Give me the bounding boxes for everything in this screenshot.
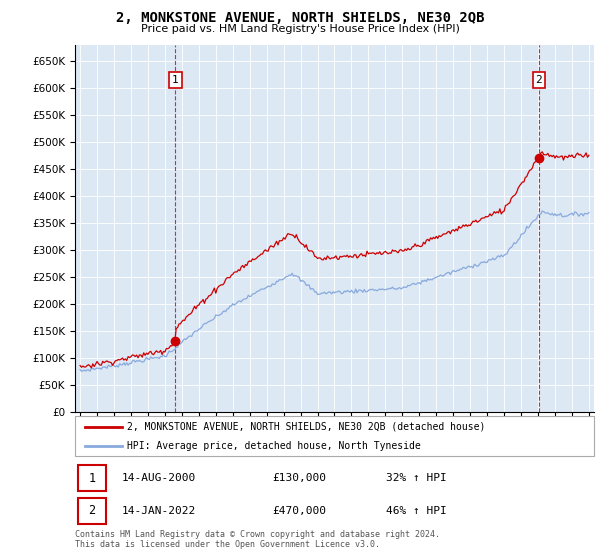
Text: 1: 1 xyxy=(172,75,179,85)
Text: HPI: Average price, detached house, North Tyneside: HPI: Average price, detached house, Nort… xyxy=(127,441,421,451)
Text: Contains HM Land Registry data © Crown copyright and database right 2024.
This d: Contains HM Land Registry data © Crown c… xyxy=(75,530,440,549)
Text: 2, MONKSTONE AVENUE, NORTH SHIELDS, NE30 2QB: 2, MONKSTONE AVENUE, NORTH SHIELDS, NE30… xyxy=(116,11,484,25)
Text: 2: 2 xyxy=(88,504,95,517)
Text: 2: 2 xyxy=(535,75,542,85)
Text: 1: 1 xyxy=(88,472,95,485)
Text: 32% ↑ HPI: 32% ↑ HPI xyxy=(386,473,447,483)
Bar xyxy=(77,498,106,524)
Text: £470,000: £470,000 xyxy=(272,506,326,516)
Bar xyxy=(77,465,106,491)
Text: 2, MONKSTONE AVENUE, NORTH SHIELDS, NE30 2QB (detached house): 2, MONKSTONE AVENUE, NORTH SHIELDS, NE30… xyxy=(127,422,485,432)
Text: 14-JAN-2022: 14-JAN-2022 xyxy=(122,506,196,516)
Text: 46% ↑ HPI: 46% ↑ HPI xyxy=(386,506,447,516)
Text: Price paid vs. HM Land Registry's House Price Index (HPI): Price paid vs. HM Land Registry's House … xyxy=(140,24,460,34)
Text: £130,000: £130,000 xyxy=(272,473,326,483)
Text: 14-AUG-2000: 14-AUG-2000 xyxy=(122,473,196,483)
